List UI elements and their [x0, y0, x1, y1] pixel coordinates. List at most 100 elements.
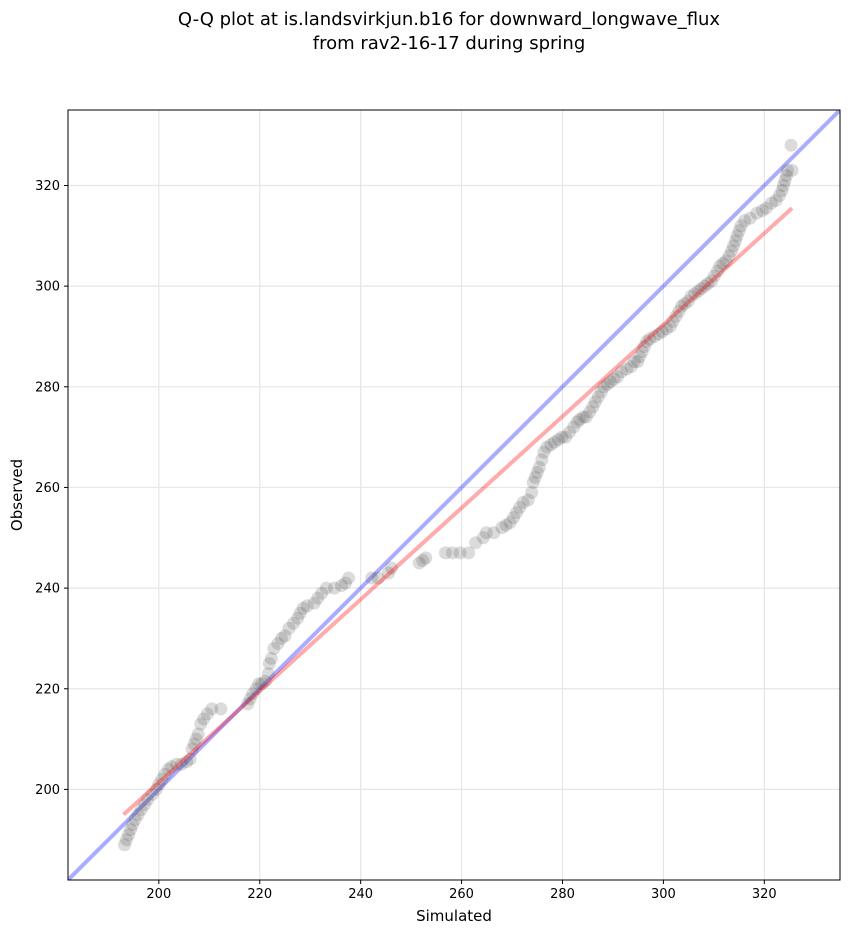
qq-point — [118, 838, 132, 852]
qq-point — [214, 702, 228, 716]
qq-point — [189, 732, 203, 746]
qq-point — [412, 556, 426, 570]
qq-point — [716, 256, 730, 270]
qq-point — [261, 667, 275, 681]
chart-title-line-2: from rav2-16-17 during spring — [313, 33, 586, 54]
qq-point — [499, 518, 513, 532]
qq-point — [652, 327, 666, 341]
qq-point — [185, 742, 199, 756]
qq-point — [141, 792, 155, 806]
qq-point — [678, 297, 692, 311]
plot-data-area — [68, 110, 840, 880]
qq-point — [563, 425, 577, 439]
qq-point — [384, 561, 398, 575]
qq-point — [722, 249, 736, 263]
qq-point — [704, 274, 718, 288]
qq-point — [725, 244, 739, 258]
qq-point — [597, 380, 611, 394]
qq-point — [264, 652, 278, 666]
qq-point — [610, 370, 624, 384]
qq-point — [479, 526, 493, 540]
qq-point — [781, 163, 795, 177]
qq-point — [615, 365, 629, 379]
x-tick-label: 320 — [752, 887, 777, 902]
qq-point — [573, 413, 587, 427]
qq-point — [666, 314, 680, 328]
qq-point — [743, 211, 757, 225]
qq-point — [755, 204, 769, 218]
qq-point — [438, 546, 452, 560]
qq-point — [707, 269, 721, 283]
qq-point — [555, 430, 569, 444]
qq-point — [381, 566, 395, 580]
x-tick-label: 200 — [146, 887, 171, 902]
qq-point — [487, 526, 501, 540]
qq-point — [710, 264, 724, 278]
qq-point — [775, 184, 789, 198]
qq-point — [342, 571, 356, 585]
x-tick-label: 280 — [550, 887, 575, 902]
qq-point — [620, 362, 634, 376]
qq-point — [241, 697, 255, 711]
qq-point — [296, 601, 310, 615]
qq-point — [591, 390, 605, 404]
qq-point — [453, 546, 467, 560]
qq-point — [503, 516, 517, 530]
qq-point — [149, 782, 163, 796]
qq-point — [246, 687, 260, 701]
qq-point — [161, 762, 175, 776]
qq-point — [476, 531, 490, 545]
qq-point — [759, 201, 773, 215]
qq-point — [750, 206, 764, 220]
qq-point — [694, 282, 708, 296]
qq-point — [445, 546, 459, 560]
qq-point — [187, 737, 201, 751]
y-tick-label: 220 — [35, 682, 60, 697]
qq-point — [282, 621, 296, 635]
qq-point — [169, 757, 183, 771]
qq-point — [672, 304, 686, 318]
qq-point — [521, 493, 535, 507]
qq-point — [600, 377, 614, 391]
qq-point — [180, 755, 194, 769]
qq-point — [764, 196, 778, 210]
qq-point — [371, 571, 385, 585]
qq-point — [315, 586, 329, 600]
qq-point — [293, 606, 307, 620]
qq-point — [780, 168, 794, 182]
qq-point — [200, 707, 214, 721]
qq-point — [311, 591, 325, 605]
qq-point — [126, 818, 140, 832]
qq-point — [540, 440, 554, 454]
qq-point — [191, 727, 205, 741]
qq-point — [120, 833, 134, 847]
qq-point — [131, 808, 145, 822]
y-tick-label: 320 — [35, 179, 60, 194]
qq-point — [713, 259, 727, 273]
qq-point — [701, 277, 715, 291]
qq-point — [647, 329, 661, 343]
qq-point — [607, 372, 621, 386]
qq-point — [544, 438, 558, 452]
qq-point — [537, 445, 551, 459]
x-tick-label: 220 — [247, 887, 272, 902]
qq-point — [669, 309, 683, 323]
plot-frame — [67, 109, 841, 881]
qq-point — [416, 553, 430, 567]
qq-point — [158, 767, 172, 781]
qq-point — [567, 420, 581, 434]
qq-point — [155, 772, 169, 786]
qq-point — [197, 712, 211, 726]
qq-point — [640, 335, 654, 349]
qq-point — [637, 340, 651, 354]
qq-point — [183, 752, 197, 766]
qq-point — [510, 506, 524, 520]
y-tick-label: 200 — [35, 783, 60, 798]
qq-point — [339, 576, 353, 590]
qq-point — [719, 254, 733, 268]
qq-point — [327, 581, 341, 595]
qq-point — [271, 636, 285, 650]
qq-point — [586, 400, 600, 414]
qq-point — [559, 430, 573, 444]
